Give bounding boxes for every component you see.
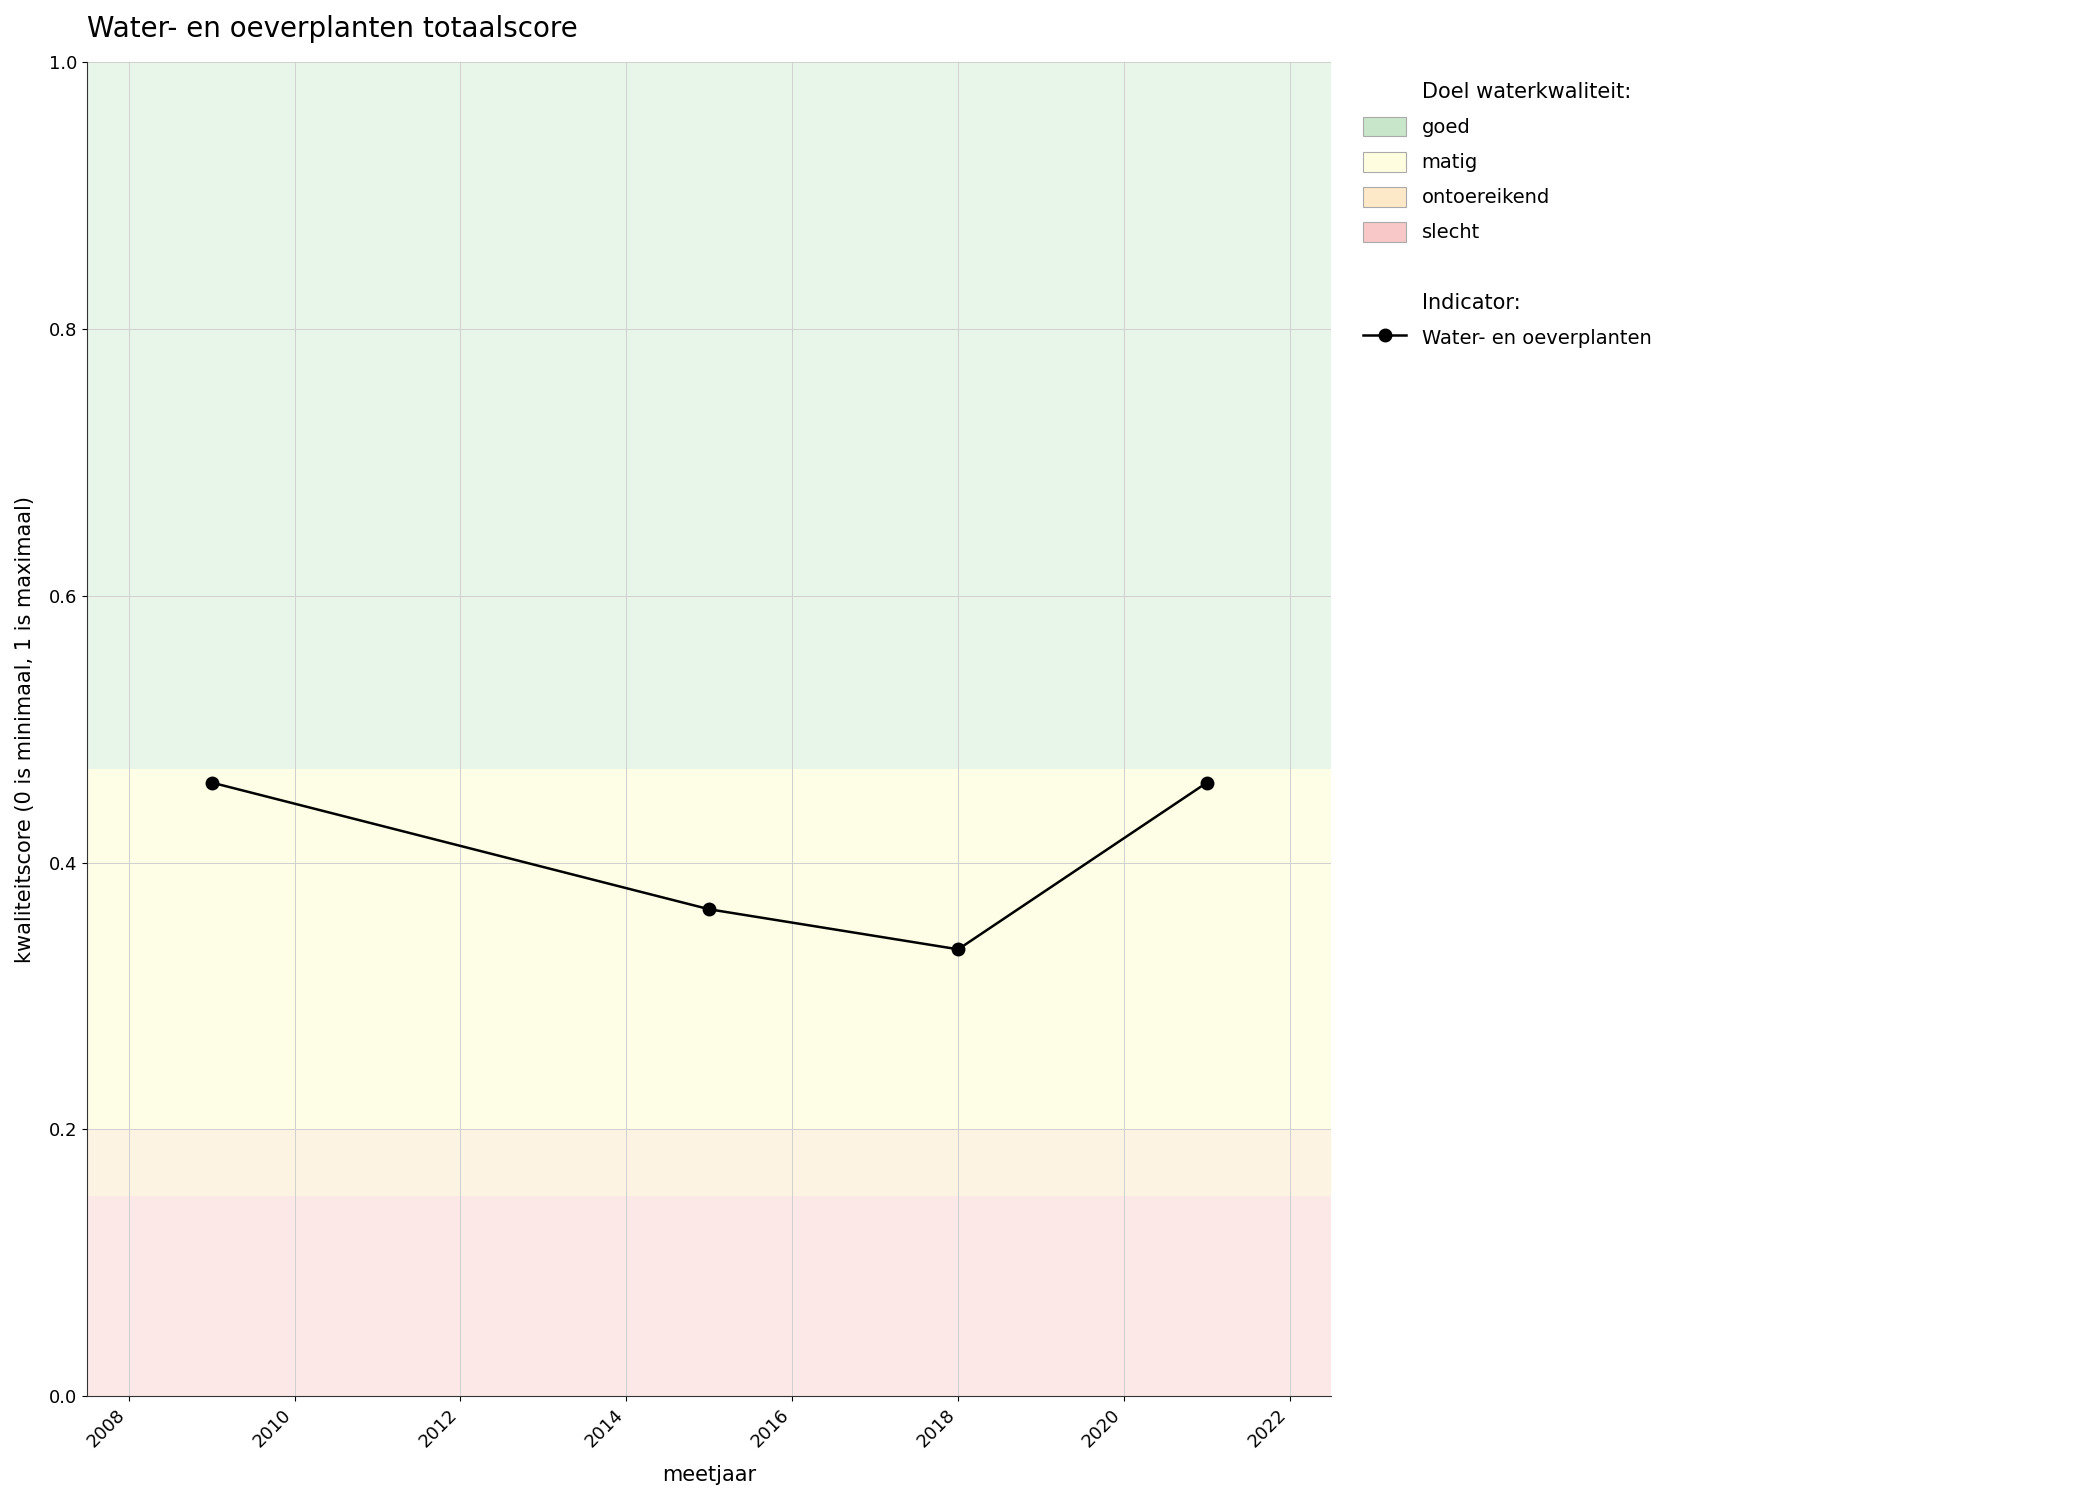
- X-axis label: meetjaar: meetjaar: [662, 1466, 756, 1485]
- Bar: [86, 62, 1331, 770]
- Text: Water- en oeverplanten totaalscore: Water- en oeverplanten totaalscore: [86, 15, 578, 44]
- Bar: [86, 1130, 1331, 1196]
- Bar: [86, 1196, 1331, 1396]
- Y-axis label: kwaliteitscore (0 is minimaal, 1 is maximaal): kwaliteitscore (0 is minimaal, 1 is maxi…: [15, 495, 36, 963]
- Legend: Doel waterkwaliteit:, goed, matig, ontoereikend, slecht,  , Indicator:, Water- e: Doel waterkwaliteit:, goed, matig, ontoe…: [1354, 72, 1661, 357]
- Bar: [86, 770, 1331, 1130]
